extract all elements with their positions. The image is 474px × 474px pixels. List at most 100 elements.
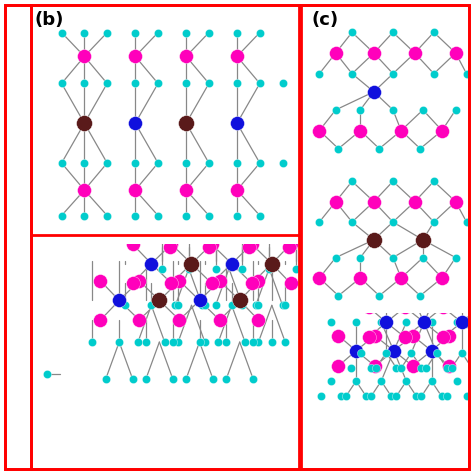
Point <box>196 297 203 304</box>
Point <box>418 392 425 400</box>
Point <box>335 145 342 153</box>
Point <box>238 265 246 273</box>
Point <box>136 277 143 284</box>
Point <box>428 319 435 326</box>
Point <box>81 186 88 194</box>
Point <box>233 186 241 194</box>
Point <box>129 375 137 383</box>
Point <box>154 80 162 87</box>
Point <box>182 53 190 60</box>
Point <box>212 301 219 309</box>
Point <box>389 254 397 261</box>
Point <box>222 375 230 383</box>
Point <box>392 392 400 400</box>
Point <box>81 53 88 60</box>
Point <box>216 277 223 284</box>
Point <box>335 292 342 300</box>
Point <box>332 254 339 261</box>
Point <box>205 80 213 87</box>
Point <box>383 349 390 356</box>
Point <box>208 240 215 248</box>
Point <box>370 198 378 205</box>
Point <box>375 292 383 300</box>
Point <box>347 364 355 372</box>
Point <box>102 375 109 383</box>
Point <box>103 80 111 87</box>
Point <box>115 338 123 346</box>
Point <box>233 29 241 36</box>
Point <box>154 29 162 36</box>
Point <box>265 265 273 273</box>
Point <box>371 362 379 370</box>
Point <box>316 127 323 134</box>
Point <box>332 198 339 205</box>
Point <box>121 301 128 309</box>
Point <box>205 159 213 167</box>
Point <box>142 338 150 346</box>
Point <box>367 392 375 400</box>
Point <box>452 198 459 205</box>
Point <box>166 243 174 250</box>
Point <box>249 375 257 383</box>
Point <box>103 159 111 167</box>
Point <box>115 297 123 304</box>
Point <box>129 280 137 287</box>
Point <box>332 106 339 114</box>
Point <box>228 301 236 309</box>
Point <box>205 243 213 250</box>
Point <box>81 212 88 219</box>
Point <box>356 127 364 134</box>
Point <box>81 159 88 167</box>
Point <box>390 347 398 355</box>
Point <box>356 254 364 261</box>
Point <box>292 265 300 273</box>
Point <box>255 301 262 309</box>
Point <box>174 338 182 346</box>
Point <box>375 145 383 153</box>
Point <box>81 80 88 87</box>
Point <box>205 212 213 219</box>
Point <box>383 319 390 326</box>
Point <box>443 392 450 400</box>
Point <box>248 240 255 248</box>
Point <box>419 106 427 114</box>
Point <box>413 392 420 400</box>
Point <box>287 280 294 287</box>
Point <box>196 338 203 346</box>
Point <box>419 236 427 244</box>
Point <box>416 292 424 300</box>
Text: (c): (c) <box>311 10 338 28</box>
Point <box>136 316 143 324</box>
Point <box>249 338 257 346</box>
Point <box>222 338 230 346</box>
Point <box>147 260 155 267</box>
Point <box>423 364 430 372</box>
Point <box>233 80 241 87</box>
Point <box>411 49 419 57</box>
Point <box>389 178 397 185</box>
Point <box>228 260 236 267</box>
Point <box>352 319 360 326</box>
Point <box>129 240 137 248</box>
Point <box>131 119 139 127</box>
Point <box>201 301 209 309</box>
Point <box>389 70 397 77</box>
Bar <box>301 5 469 469</box>
Point <box>438 274 446 282</box>
Point <box>131 29 139 36</box>
Point <box>256 29 264 36</box>
Point <box>255 338 262 346</box>
Point <box>370 236 378 244</box>
Point <box>131 80 139 87</box>
Point <box>182 29 190 36</box>
Point <box>397 274 405 282</box>
Point <box>182 159 190 167</box>
Point <box>409 362 417 370</box>
Point <box>357 290 365 298</box>
Point <box>463 392 471 400</box>
Point <box>168 240 175 248</box>
Point <box>356 274 364 282</box>
Point <box>287 240 294 248</box>
Point <box>279 159 286 167</box>
Point <box>182 375 190 383</box>
